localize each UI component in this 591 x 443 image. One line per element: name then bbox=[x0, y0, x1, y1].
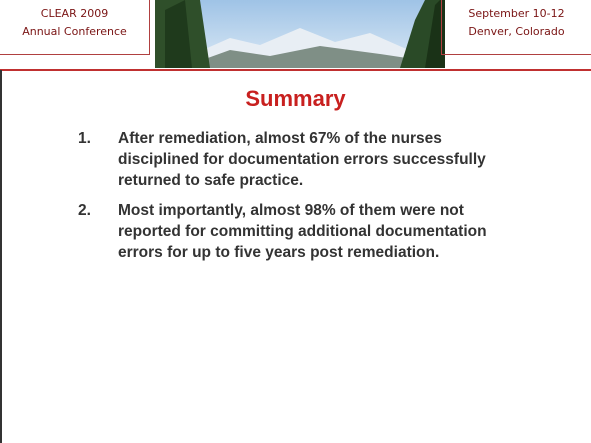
header-text: September 10-12 bbox=[442, 5, 591, 23]
slide-title: Summary bbox=[0, 86, 591, 112]
list-item: 2. Most importantly, almost 98% of them … bbox=[78, 200, 548, 263]
header-left: CLEAR 2009 Annual Conference bbox=[0, 0, 150, 55]
header-right: September 10-12 Denver, Colorado bbox=[441, 0, 591, 55]
header-text: Annual Conference bbox=[0, 23, 149, 41]
item-number: 1. bbox=[78, 128, 91, 149]
slide: CLEAR 2009 Annual Conference September 1… bbox=[0, 0, 591, 443]
item-number: 2. bbox=[78, 200, 91, 221]
item-text: After remediation, almost 67% of the nur… bbox=[118, 128, 518, 191]
header-text: CLEAR 2009 bbox=[0, 5, 149, 23]
list-item: 1. After remediation, almost 67% of the … bbox=[78, 128, 548, 191]
item-text: Most importantly, almost 98% of them wer… bbox=[118, 200, 518, 263]
header-text: Denver, Colorado bbox=[442, 23, 591, 41]
header-photo bbox=[155, 0, 445, 68]
